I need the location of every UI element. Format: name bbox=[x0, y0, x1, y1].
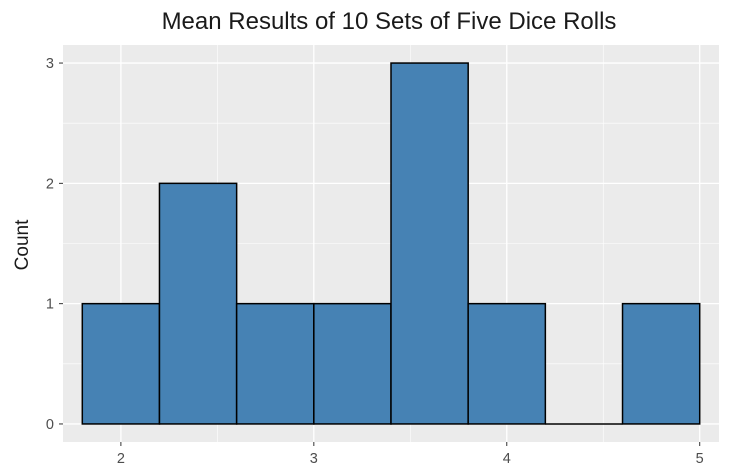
y-axis-label: Count bbox=[12, 219, 33, 270]
histogram-bar bbox=[390, 62, 469, 425]
plot-area: 2 3 4 5 0 1 2 3 bbox=[46, 45, 719, 467]
y-tick-label: 0 bbox=[46, 417, 54, 433]
x-tick-label: 5 bbox=[696, 451, 704, 467]
x-tick-label: 2 bbox=[117, 451, 125, 467]
histogram-bar bbox=[158, 182, 238, 425]
histogram-bar bbox=[313, 302, 392, 425]
y-tick-label: 1 bbox=[46, 297, 54, 313]
histogram-bar bbox=[621, 302, 701, 425]
y-tick-label: 3 bbox=[46, 56, 54, 72]
histogram-bar bbox=[467, 302, 547, 425]
x-tick-label: 3 bbox=[310, 451, 318, 467]
chart-title: Mean Results of 10 Sets of Five Dice Rol… bbox=[162, 8, 617, 35]
x-tick-label: 4 bbox=[503, 451, 511, 467]
y-tick-label: 2 bbox=[46, 176, 54, 192]
histogram-bar bbox=[81, 302, 161, 425]
histogram-bar bbox=[235, 302, 315, 425]
